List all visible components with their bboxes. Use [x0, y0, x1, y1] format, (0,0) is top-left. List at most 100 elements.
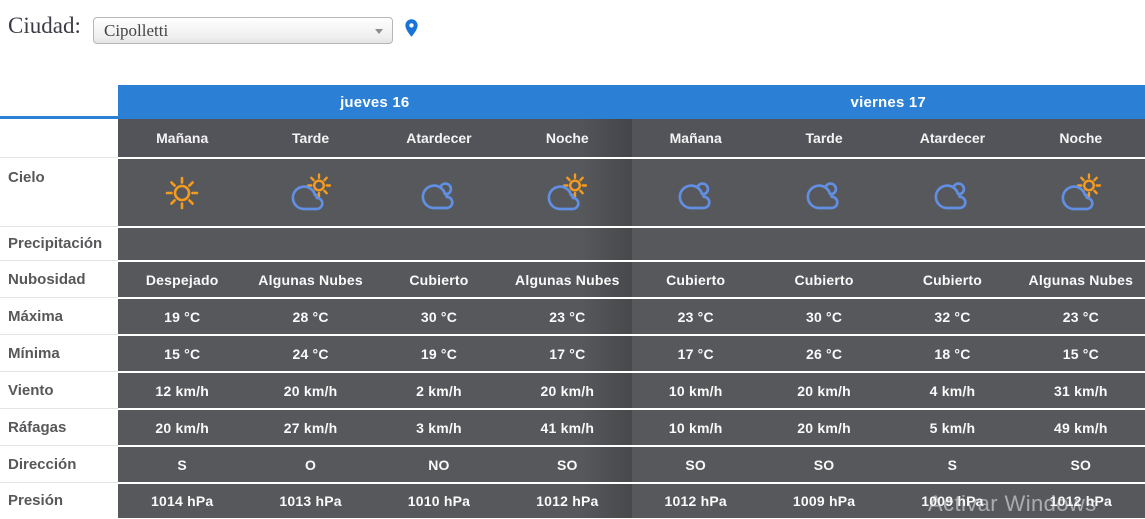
- forecast-cell: [503, 226, 632, 260]
- forecast-cell: 23 °C: [503, 297, 632, 334]
- forecast-cell: 20 km/h: [759, 371, 889, 408]
- weather-cell: [631, 157, 760, 226]
- weather-cell: [759, 157, 889, 226]
- period-header: Atardecer: [888, 119, 1017, 157]
- forecast-cell: 1012 hPa: [631, 482, 760, 518]
- forecast-cell: [888, 226, 1017, 260]
- forecast-cell: 12 km/h: [118, 371, 247, 408]
- forecast-cell: 1009 hPa: [759, 482, 889, 518]
- forecast-cell: 30 °C: [759, 297, 889, 334]
- forecast-cell: SO: [503, 445, 632, 482]
- row-label-blank: [0, 119, 118, 157]
- forecast-cell: 20 km/h: [503, 371, 632, 408]
- period-header: Tarde: [246, 119, 375, 157]
- forecast-cell: [374, 226, 504, 260]
- weather-cell: [118, 157, 247, 226]
- forecast-cell: 5 km/h: [888, 408, 1017, 445]
- table-corner: [0, 85, 118, 119]
- forecast-cell: 26 °C: [759, 334, 889, 371]
- row-label-presion: Presión: [0, 482, 118, 518]
- row-label-nubosidad: Nubosidad: [0, 260, 118, 297]
- forecast-cell: SO: [631, 445, 760, 482]
- forecast-cell: 15 °C: [1016, 334, 1145, 371]
- forecast-cell: 41 km/h: [503, 408, 632, 445]
- forecast-cell: 1013 hPa: [246, 482, 375, 518]
- period-header: Noche: [1016, 119, 1145, 157]
- row-label-direccion: Dirección: [0, 445, 118, 482]
- forecast-cell: 20 km/h: [759, 408, 889, 445]
- forecast-cell: 19 °C: [374, 334, 504, 371]
- weather-cell: [888, 157, 1017, 226]
- forecast-cell: [246, 226, 375, 260]
- cloud-icon: [415, 173, 463, 213]
- period-header: Mañana: [118, 119, 247, 157]
- location-pin-icon[interactable]: [401, 15, 422, 41]
- weather-cell: [374, 157, 504, 226]
- forecast-cell: 30 °C: [374, 297, 504, 334]
- day-header-jueves: jueves 16: [118, 85, 632, 119]
- forecast-cell: 1012 hPa: [503, 482, 632, 518]
- day-header-viernes: viernes 17: [631, 85, 1145, 119]
- forecast-cell: 1014 hPa: [118, 482, 247, 518]
- forecast-cell: 23 °C: [1016, 297, 1145, 334]
- forecast-cell: 20 km/h: [246, 371, 375, 408]
- forecast-cell: O: [246, 445, 375, 482]
- forecast-cell: 4 km/h: [888, 371, 1017, 408]
- forecast-cell: 1012 hPa: [1016, 482, 1145, 518]
- forecast-cell: S: [888, 445, 1017, 482]
- city-select[interactable]: Cipolletti: [93, 17, 393, 44]
- forecast-cell: Algunas Nubes: [246, 260, 375, 297]
- city-bar: Ciudad: Cipolletti: [0, 0, 1145, 85]
- sun-icon: [158, 173, 206, 213]
- sun-cloud-icon: [543, 172, 591, 213]
- forecast-cell: NO: [374, 445, 504, 482]
- forecast-cell: Algunas Nubes: [503, 260, 632, 297]
- forecast-cell: S: [118, 445, 247, 482]
- cloud-icon: [928, 173, 976, 213]
- forecast-cell: 17 °C: [503, 334, 632, 371]
- forecast-cell: 10 km/h: [631, 408, 760, 445]
- forecast-cell: 23 °C: [631, 297, 760, 334]
- period-header: Atardecer: [374, 119, 504, 157]
- weather-cell: [246, 157, 375, 226]
- forecast-cell: 15 °C: [118, 334, 247, 371]
- cloud-icon: [672, 173, 720, 213]
- forecast-cell: [759, 226, 889, 260]
- forecast-cell: 20 km/h: [118, 408, 247, 445]
- forecast-cell: Cubierto: [888, 260, 1017, 297]
- sun-cloud-icon: [1057, 172, 1105, 213]
- row-label-precipitacion: Precipitación: [0, 226, 118, 260]
- cloud-icon: [800, 173, 848, 213]
- period-header: Mañana: [631, 119, 760, 157]
- forecast-cell: SO: [759, 445, 889, 482]
- row-label-maxima: Máxima: [0, 297, 118, 334]
- row-label-viento: Viento: [0, 371, 118, 408]
- sun-cloud-icon: [287, 172, 335, 213]
- period-header: Tarde: [759, 119, 889, 157]
- city-label: Ciudad:: [8, 13, 81, 38]
- forecast-cell: Cubierto: [374, 260, 504, 297]
- forecast-cell: 1009 hPa: [888, 482, 1017, 518]
- row-label-rafagas: Ráfagas: [0, 408, 118, 445]
- forecast-cell: 18 °C: [888, 334, 1017, 371]
- forecast-cell: [118, 226, 247, 260]
- forecast-cell: Cubierto: [759, 260, 889, 297]
- forecast-cell: 31 km/h: [1016, 371, 1145, 408]
- weather-cell: [503, 157, 632, 226]
- row-label-cielo: Cielo: [0, 157, 118, 226]
- forecast-cell: 10 km/h: [631, 371, 760, 408]
- period-header: Noche: [503, 119, 632, 157]
- forecast-cell: 28 °C: [246, 297, 375, 334]
- forecast-cell: Despejado: [118, 260, 247, 297]
- chevron-down-icon: [375, 29, 383, 34]
- forecast-cell: SO: [1016, 445, 1145, 482]
- forecast-cell: 27 km/h: [246, 408, 375, 445]
- forecast-cell: 19 °C: [118, 297, 247, 334]
- forecast-cell: Algunas Nubes: [1016, 260, 1145, 297]
- forecast-cell: 32 °C: [888, 297, 1017, 334]
- forecast-cell: 24 °C: [246, 334, 375, 371]
- forecast-cell: 1010 hPa: [374, 482, 504, 518]
- forecast-cell: Cubierto: [631, 260, 760, 297]
- forecast-cell: [1016, 226, 1145, 260]
